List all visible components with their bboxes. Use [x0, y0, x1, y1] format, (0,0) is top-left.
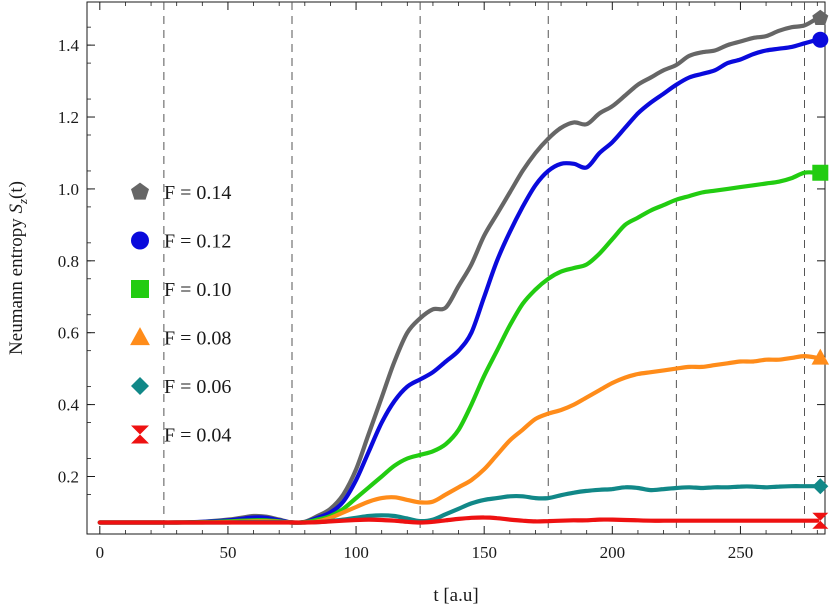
x-tick-label-1: 50	[219, 543, 236, 562]
y-tick-label-3: 0.8	[58, 252, 79, 271]
series-end-markers	[811, 9, 829, 529]
legend-label-4: F = 0.06	[164, 376, 231, 398]
x-tick-label-4: 200	[600, 543, 626, 562]
y-tick-label-5: 1.2	[58, 108, 79, 127]
legend-label-5: F = 0.04	[164, 425, 231, 447]
legend-marker-2	[131, 280, 149, 298]
plot-frame	[86, 1, 826, 535]
legend-marker-0	[131, 182, 149, 200]
x-tick-label-2: 100	[343, 543, 369, 562]
series-lines	[97, 16, 820, 525]
end-marker-3	[811, 348, 829, 365]
legend-marker-5	[131, 425, 149, 444]
legend: F = 0.14 F = 0.12 F = 0.10 F = 0.08 F = 0.06…	[130, 182, 231, 447]
series-line-5	[97, 515, 820, 525]
y-tick-label-1: 0.4	[58, 396, 80, 415]
end-marker-1	[812, 31, 829, 48]
series-line-0	[97, 16, 820, 525]
end-marker-0	[812, 9, 829, 25]
end-marker-5	[812, 512, 829, 529]
legend-label-0: F = 0.14	[164, 182, 231, 204]
y-axis: 0.2 0.4 0.6 0.8 1.0 1.2 1.4	[58, 26, 825, 495]
end-marker-2	[812, 164, 829, 181]
x-tick-label-3: 150	[471, 543, 497, 562]
legend-label-2: F = 0.10	[164, 279, 231, 301]
legend-label-3: F = 0.08	[164, 328, 231, 350]
x-tick-label-0: 0	[96, 543, 105, 562]
y-tick-label-2: 0.6	[58, 324, 79, 343]
y-tick-label-6: 1.4	[58, 36, 80, 55]
y-tick-label-4: 1.0	[58, 180, 79, 199]
y-axis-title: Neumann entropy Sz(t)	[6, 181, 30, 355]
x-axis: 0 50 100 150 200 250	[96, 2, 818, 562]
legend-marker-1	[131, 231, 149, 250]
legend-marker-3	[130, 327, 150, 346]
vertical-reference-lines	[163, 2, 805, 534]
x-tick-label-5: 250	[728, 543, 754, 562]
legend-marker-4	[131, 377, 149, 395]
legend-label-1: F = 0.12	[164, 231, 231, 253]
y-tick-label-0: 0.2	[58, 467, 79, 486]
end-marker-4	[812, 478, 829, 495]
x-axis-title: t [a.u]	[433, 585, 478, 606]
